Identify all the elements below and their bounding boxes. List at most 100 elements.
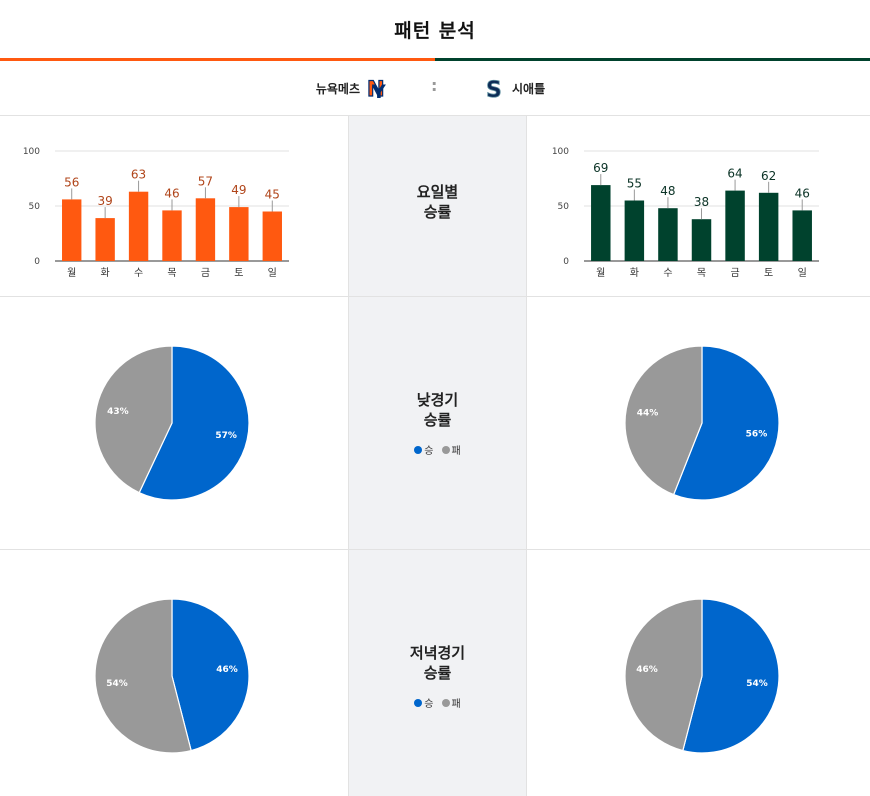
svg-text:Y: Y	[371, 81, 386, 101]
pie-slice-win	[171, 598, 250, 752]
x-tick-label: 수	[663, 267, 672, 279]
pie-slice-loss	[94, 598, 192, 754]
night-label-line1: 저녁경기	[409, 644, 466, 662]
svg-text:S: S	[486, 78, 502, 101]
mariners-logo-icon: S	[486, 78, 503, 101]
night-label-line2: 승률	[423, 664, 452, 682]
pie-slice-loss	[94, 345, 173, 494]
bar	[162, 210, 182, 261]
svg-text:N: N	[367, 77, 385, 101]
row-divider	[0, 549, 870, 550]
pie-slice-win	[672, 345, 780, 501]
y-tick-label: 50	[558, 202, 570, 212]
legend-loss: 패	[441, 695, 461, 710]
away-weekday-bar-chart: 0 50 100 69 월 55 화 48 수 38 목 64 금 62 토 46 일	[552, 147, 819, 279]
bar	[691, 219, 712, 261]
bar-value-label: 46	[795, 186, 810, 200]
x-tick-label: 금	[730, 267, 739, 279]
bar	[725, 190, 745, 261]
bar	[591, 185, 611, 261]
bar	[95, 218, 115, 261]
x-tick-label: 토	[764, 268, 773, 279]
bar-value-label: 56	[64, 175, 79, 189]
weekday-row-label: 요일별 승률	[348, 182, 527, 222]
legend-win-label: 승	[424, 446, 434, 457]
day-label-line2: 승률	[423, 411, 452, 429]
bar	[229, 207, 249, 261]
away-night-game-pie-chart: 54% 46%	[624, 598, 780, 754]
x-tick-label: 목	[167, 267, 176, 279]
away-day-game-pie-chart: 56% 44%	[624, 345, 780, 501]
pie-slice-label: 44%	[637, 409, 659, 419]
page-title: 패턴 분석	[394, 19, 476, 42]
home-day-game-pie-chart: 57% 43%	[94, 345, 250, 501]
page-header: 패턴 분석	[0, 0, 870, 58]
bar-value-label: 69	[593, 161, 608, 175]
bar-value-label: 38	[694, 195, 709, 209]
y-tick-label: 0	[563, 257, 569, 267]
legend-loss-dot	[441, 698, 450, 707]
pie-slice-label: 43%	[107, 407, 129, 417]
legend-win-dot	[414, 445, 423, 454]
bar	[262, 211, 282, 261]
pie-slice-label: 56%	[746, 429, 768, 439]
legend-loss: 패	[441, 442, 461, 457]
bar-value-label: 57	[198, 174, 213, 188]
x-tick-label: 목	[697, 267, 706, 279]
bar-value-label: 62	[761, 169, 776, 183]
pie-slice-label: 46%	[636, 665, 658, 675]
bar-value-label: 55	[627, 177, 642, 191]
home-weekday-bar-chart: 0 50 100 56 월 39 화 63 수 46 목 57 금 49 토 45 일	[23, 147, 289, 279]
bar	[758, 192, 779, 261]
legend-loss-label: 패	[451, 699, 461, 710]
x-tick-label: 화	[101, 267, 110, 279]
center-label-column	[348, 116, 527, 796]
weekday-label-line2: 승률	[423, 203, 452, 221]
bar	[128, 191, 149, 261]
x-tick-label: 수	[134, 267, 143, 279]
bar-value-label: 63	[131, 168, 146, 182]
y-tick-label: 100	[552, 147, 569, 157]
x-tick-label: 일	[268, 267, 277, 279]
x-tick-label: 토	[234, 268, 243, 279]
day-label-line1: 낮경기	[416, 391, 459, 409]
pie-slice-loss	[624, 598, 703, 752]
bar	[195, 198, 216, 261]
away-team-color-bar	[435, 58, 870, 61]
bar-value-label: 64	[727, 167, 742, 181]
pie-slice-label: 57%	[215, 431, 237, 441]
bar	[658, 208, 678, 261]
pie-slice-win	[682, 598, 780, 754]
legend-win-label: 승	[424, 699, 434, 710]
home-night-game-pie-chart: 46% 54%	[94, 598, 250, 754]
bar-value-label: 48	[660, 184, 675, 198]
mets-logo-icon: N Y	[366, 76, 386, 101]
legend-loss-label: 패	[451, 446, 461, 457]
bar-value-label: 49	[231, 183, 246, 197]
day-game-row-label: 낮경기 승률	[348, 390, 527, 430]
pie-slice-label: 54%	[746, 679, 768, 689]
home-team-name: 뉴욕메츠	[315, 82, 360, 96]
bar	[62, 199, 82, 261]
pie-slice-label: 46%	[216, 665, 238, 675]
y-tick-label: 50	[29, 202, 41, 212]
bar-value-label: 46	[164, 186, 179, 200]
bar-value-label: 39	[98, 194, 113, 208]
y-tick-label: 100	[23, 147, 40, 157]
away-team-name: 시애틀	[512, 82, 546, 96]
team-separator: :	[431, 76, 438, 95]
pie-slice-win	[138, 345, 250, 501]
home-team-color-bar	[0, 58, 435, 61]
night-game-row-label: 저녁경기 승률	[348, 643, 527, 683]
legend-win: 승	[414, 442, 434, 457]
x-tick-label: 화	[630, 267, 639, 279]
x-tick-label: 월	[67, 267, 76, 279]
bar	[624, 200, 645, 261]
row-divider	[0, 296, 870, 297]
day-game-legend: 승 패	[348, 442, 527, 457]
pie-slice-loss	[624, 345, 703, 496]
x-tick-label: 금	[201, 267, 210, 279]
legend-win: 승	[414, 695, 434, 710]
teams-bar: 뉴욕메츠 N Y : S 시애틀	[0, 61, 870, 116]
bar	[792, 210, 812, 261]
